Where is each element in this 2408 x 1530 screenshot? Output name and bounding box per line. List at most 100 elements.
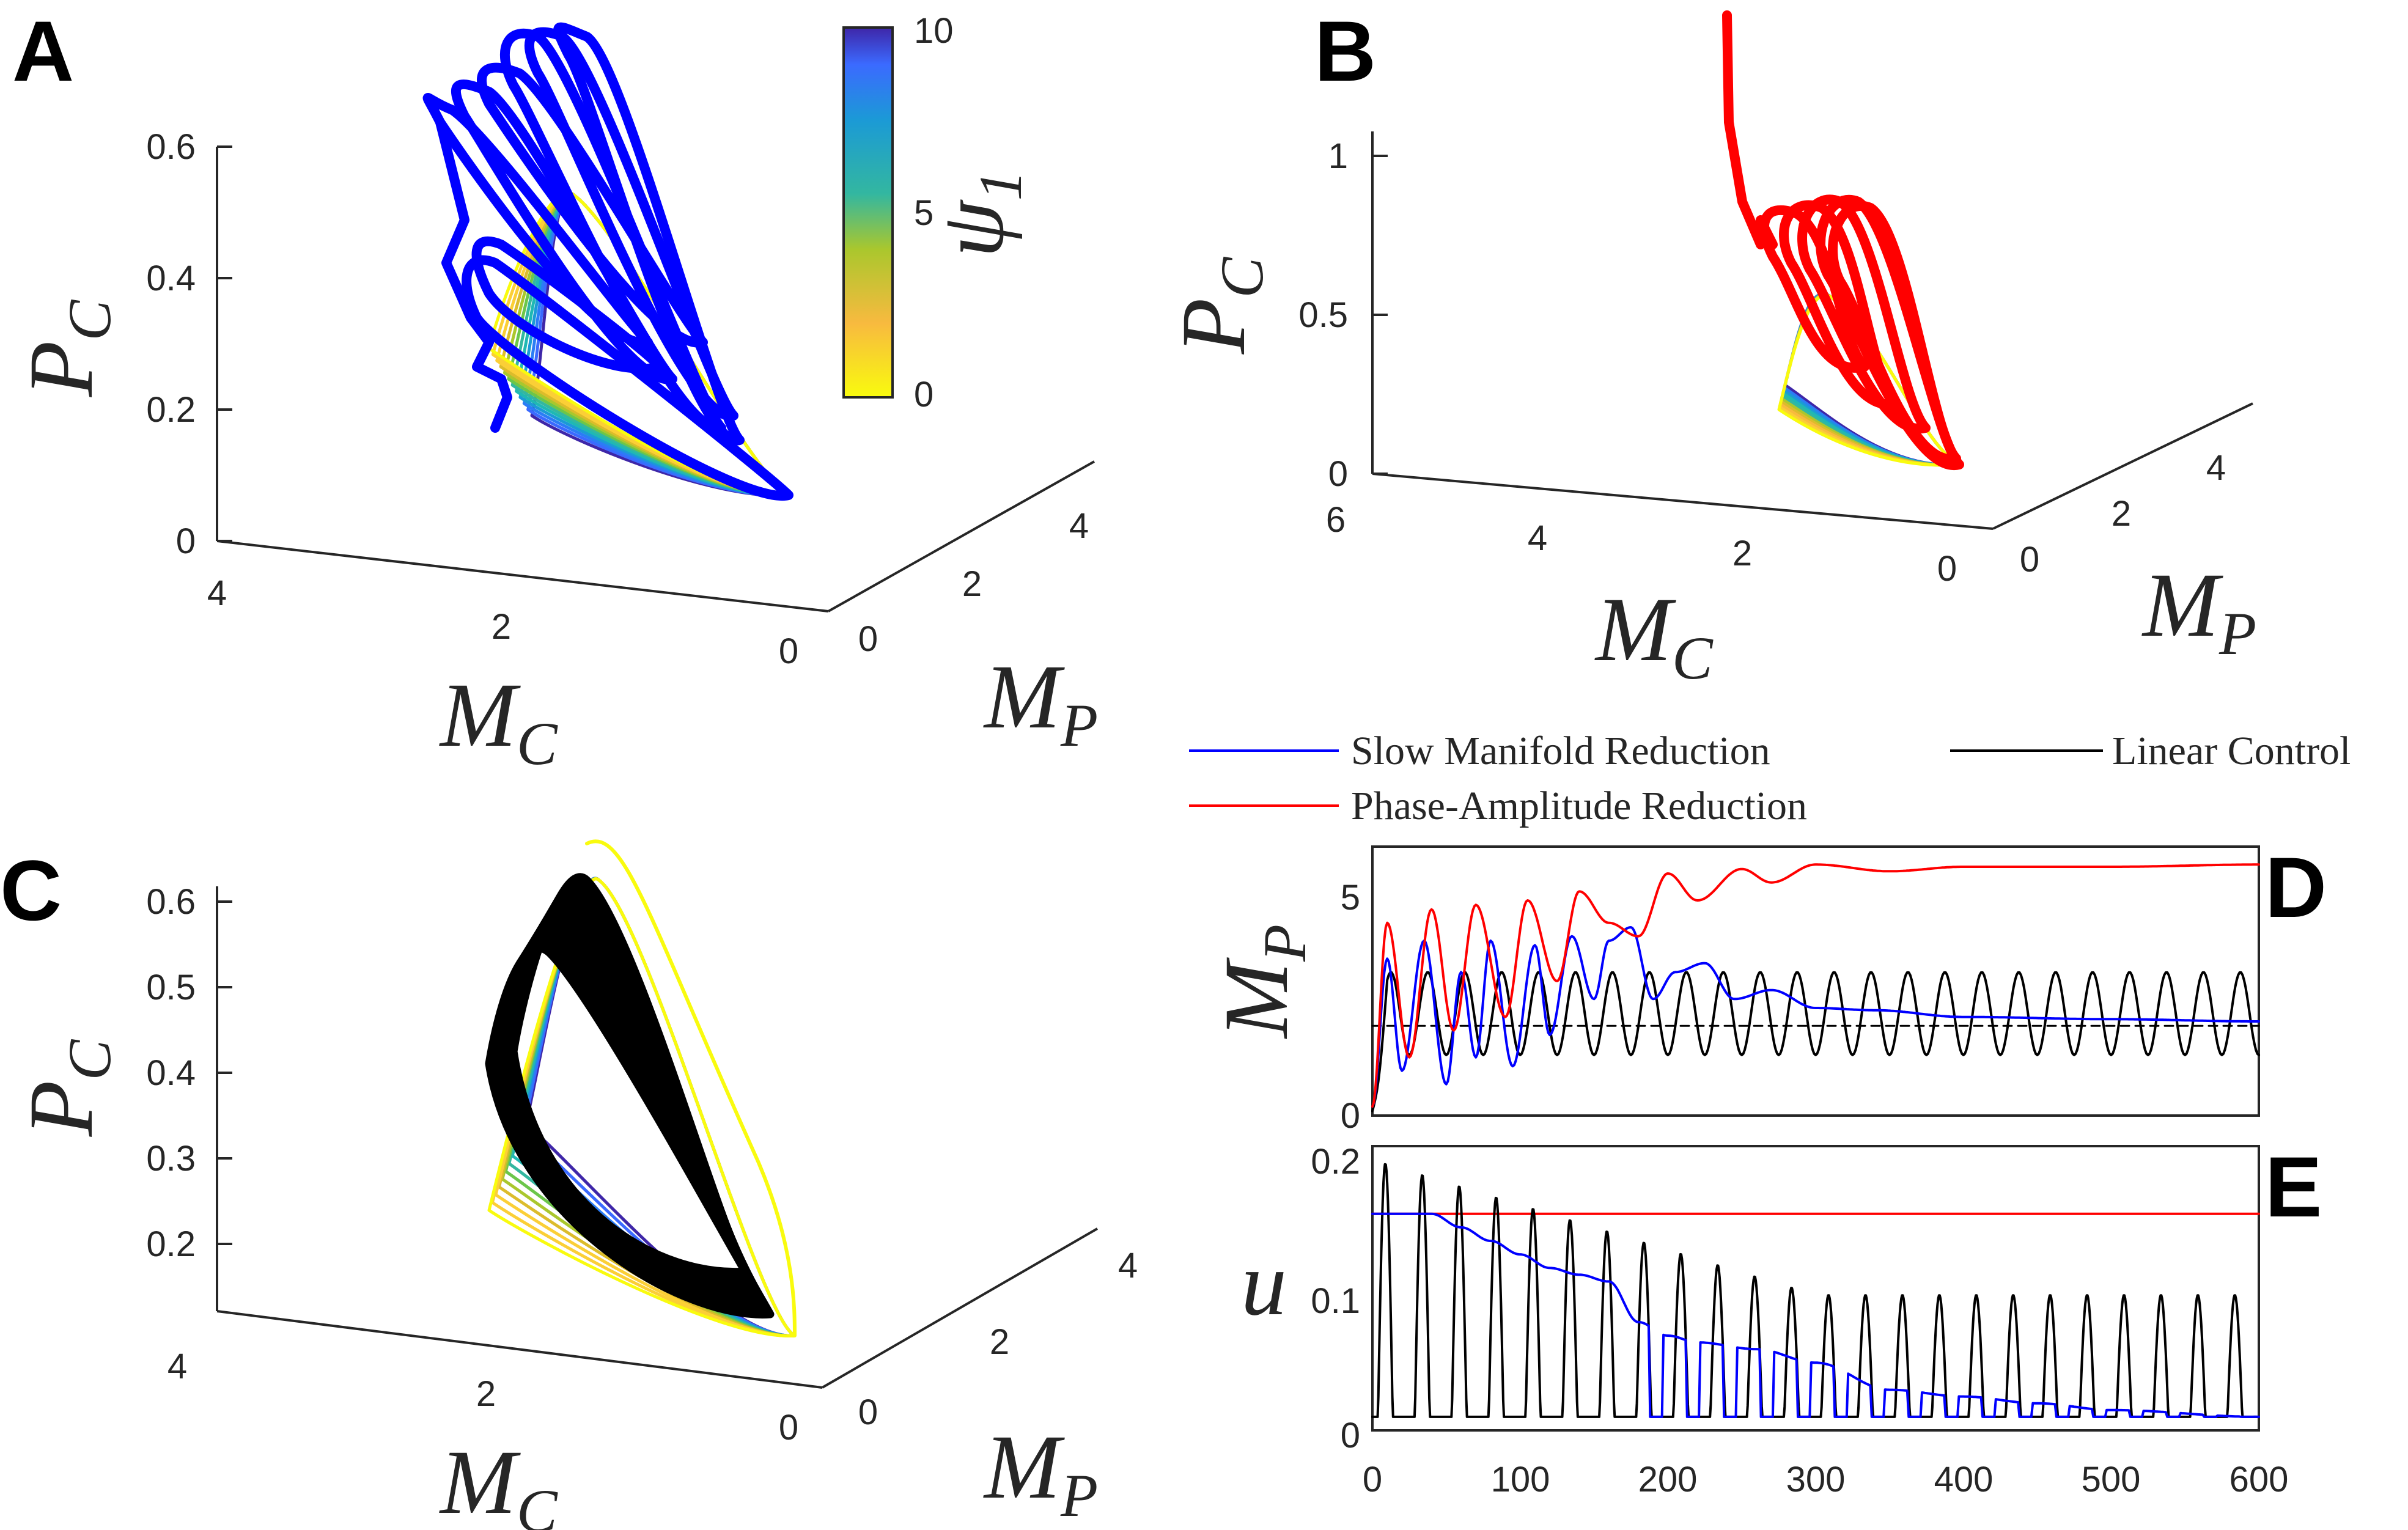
panel-label-a: A xyxy=(12,3,74,99)
z-ticks-a: 0 0.2 0.4 0.6 xyxy=(146,127,232,561)
z-tick-label: 1 xyxy=(1328,136,1348,176)
phase-amplitude-loop xyxy=(1797,194,1931,434)
z-tick-label: 0.4 xyxy=(146,1053,196,1093)
y-tick-label: 4 xyxy=(2206,448,2226,488)
x-axis-c xyxy=(216,1310,823,1389)
plot-frame-e xyxy=(1371,1145,2260,1432)
x-tick-label: 300 xyxy=(1786,1460,1846,1499)
colorbar-gradient xyxy=(842,26,894,399)
z-tick-label: 0.3 xyxy=(146,1139,196,1179)
y-ticks-a: 0 2 4 xyxy=(858,506,1089,659)
phase-amplitude-loop xyxy=(1828,201,1961,465)
x-label-a: MC xyxy=(439,664,558,778)
x-ticks-e: 0 100 200 300 400 500 600 xyxy=(1363,1460,2289,1499)
panel-label-e: E xyxy=(2265,1139,2322,1235)
x-tick-label: 200 xyxy=(1638,1460,1698,1499)
colorbar-tick: 0 xyxy=(914,375,933,414)
svg-text:PC: PC xyxy=(10,1039,123,1138)
slow-manifold-loop xyxy=(499,28,726,433)
y-label-d: MP xyxy=(1206,924,1319,1039)
z-label-c: PC xyxy=(10,1039,123,1138)
x-label-c: MC xyxy=(439,1432,558,1530)
y-tick-label: 5 xyxy=(1341,878,1360,918)
z-tick-label: 0 xyxy=(176,521,196,561)
legend-label-phase-amplitude: Phase-Amplitude Reduction xyxy=(1351,784,1807,828)
phase-amplitude-trajectory-b xyxy=(1722,10,1964,470)
y-label-b: MP xyxy=(2141,554,2256,668)
x-label-b: MC xyxy=(1594,579,1714,692)
svg-text:PC: PC xyxy=(10,300,123,398)
phase-amplitude-transient xyxy=(1722,10,1778,249)
z-ticks-c: 0.2 0.3 0.4 0.5 0.6 xyxy=(146,882,232,1264)
z-tick-label: 0.5 xyxy=(1298,295,1348,335)
x-tick-label: 400 xyxy=(1934,1460,1994,1499)
slow-manifold-loop xyxy=(553,22,745,446)
linear-control-series xyxy=(1371,1163,2260,1418)
y-tick-label: 0.1 xyxy=(1311,1281,1360,1321)
y-tick-label: 4 xyxy=(1069,506,1089,546)
legend: Slow Manifold Reduction Linear Control P… xyxy=(1189,729,2351,828)
y-tick-label: 0 xyxy=(858,619,878,659)
y-axis-c xyxy=(821,1227,1099,1389)
y-tick-label: 0 xyxy=(858,1392,878,1432)
x-tick-label: 0 xyxy=(1363,1460,1382,1499)
x-ticks-c: 4 2 0 xyxy=(168,1347,798,1447)
plot-area-e xyxy=(1371,1163,2260,1418)
y-tick-label: 0 xyxy=(2020,540,2039,579)
panel-b: B 0 0.5 1 6 4 2 0 0 2 4 PC MC MP xyxy=(1163,3,2256,692)
y-label-a: MP xyxy=(983,646,1098,759)
x-axis-a xyxy=(216,540,829,612)
linear-control-trajectory-c xyxy=(485,839,797,1337)
legend-label-slow-manifold: Slow Manifold Reduction xyxy=(1351,729,1770,773)
x-tick-label: 4 xyxy=(1528,518,1547,558)
y-tick-label: 2 xyxy=(990,1322,1009,1362)
plot-area-d xyxy=(1371,863,2260,1113)
slow-manifold-loop xyxy=(462,255,793,501)
slow-manifold-loop xyxy=(471,236,665,374)
colorbar: 0 5 10 ψ1 xyxy=(842,11,1034,414)
panel-c: C 0.2 0.3 0.4 0.5 0.6 4 2 0 0 2 4 PC xyxy=(0,839,1138,1530)
slow-manifold-loop xyxy=(422,93,653,348)
z-ticks-b: 0 0.5 1 xyxy=(1298,136,1388,494)
colorbar-label: ψ1 xyxy=(921,170,1034,257)
z-tick-label: 0 xyxy=(1328,454,1348,494)
uncontrolled-loop xyxy=(487,877,797,1337)
z-tick-label: 0.6 xyxy=(146,127,196,167)
z-tick-label: 0.6 xyxy=(146,882,196,922)
svg-text:ψ1: ψ1 xyxy=(921,170,1034,257)
panel-label-b: B xyxy=(1314,3,1376,99)
x-axis-b xyxy=(1372,473,1994,530)
x-ticks-a: 4 2 0 xyxy=(207,573,798,671)
x-tick-label: 0 xyxy=(779,1408,798,1447)
x-tick-label: 100 xyxy=(1491,1460,1550,1499)
x-tick-label: 4 xyxy=(207,573,227,613)
y-ticks-b: 0 2 4 xyxy=(2020,448,2226,579)
z-tick-label: 0.4 xyxy=(146,259,196,298)
panel-label-c: C xyxy=(0,842,62,938)
colorbar-tick: 10 xyxy=(914,11,954,51)
svg-text:u: u xyxy=(1241,1233,1287,1334)
z-tick-label: 0.2 xyxy=(146,1224,196,1264)
y-tick-label: 4 xyxy=(1118,1246,1138,1285)
y-label-e: u xyxy=(1241,1233,1287,1334)
x-tick-label: 6 xyxy=(1326,500,1346,540)
phase-amplitude-loop xyxy=(1759,205,1869,373)
x-tick-label: 0 xyxy=(779,631,798,671)
x-tick-label: 2 xyxy=(476,1374,496,1414)
slow-manifold-series xyxy=(1371,926,2260,1108)
y-ticks-c: 0 2 4 xyxy=(858,1246,1138,1432)
z-label-b: PC xyxy=(1163,257,1276,355)
x-tick-label: 0 xyxy=(1937,549,1957,589)
x-tick-label: 4 xyxy=(168,1347,187,1386)
y-axis-a xyxy=(828,460,1095,612)
panel-a: A 0 0.2 0.4 0.6 4 2 0 0 2 4 PC MC xyxy=(10,3,1098,778)
panel-label-d: D xyxy=(2265,839,2327,935)
y-tick-label: 0 xyxy=(1341,1096,1360,1136)
plot-frame-d xyxy=(1371,845,2260,1117)
y-tick-label: 2 xyxy=(2112,494,2131,534)
linear-control-loop xyxy=(509,873,750,1276)
z-label-a: PC xyxy=(10,300,123,398)
z-tick-label: 0.5 xyxy=(146,968,196,1007)
linear-control-reference xyxy=(585,839,797,1337)
